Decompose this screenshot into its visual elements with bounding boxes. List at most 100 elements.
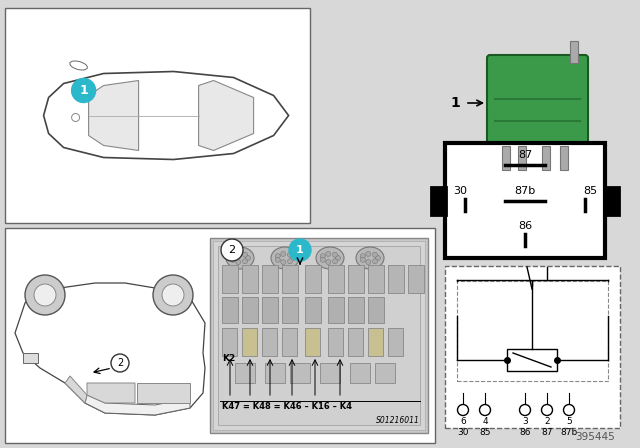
Bar [445,143,605,258]
Circle shape [360,254,365,258]
Bar [348,297,364,323]
Circle shape [153,275,193,315]
Bar [328,297,344,323]
Bar [290,363,310,383]
Bar [388,265,404,293]
Bar [320,363,340,383]
Circle shape [230,254,236,258]
Polygon shape [198,81,253,151]
Circle shape [541,405,552,415]
Text: 395445: 395445 [575,432,615,442]
Circle shape [372,252,378,257]
Bar [368,328,383,356]
Bar [368,265,384,293]
Text: 87: 87 [541,427,553,436]
Circle shape [25,275,65,315]
Text: 87b: 87b [561,427,578,436]
Text: 85: 85 [479,427,491,436]
Bar [507,349,557,371]
Polygon shape [15,283,205,415]
Bar [328,265,344,293]
Bar [262,265,278,293]
Circle shape [287,252,292,257]
Bar [502,146,510,170]
Bar [242,265,258,293]
Circle shape [372,259,378,264]
Polygon shape [85,395,190,415]
Text: 2: 2 [544,417,550,426]
Circle shape [376,255,381,260]
Circle shape [289,239,311,261]
Bar [604,187,619,215]
Ellipse shape [271,247,299,269]
Bar [282,328,297,356]
Polygon shape [87,383,135,403]
Text: 5: 5 [566,417,572,426]
Circle shape [333,252,337,257]
Circle shape [479,405,490,415]
Bar [262,328,277,356]
Circle shape [72,113,79,121]
Circle shape [243,252,248,257]
Bar [213,241,425,430]
Text: 1: 1 [450,96,460,110]
Circle shape [162,284,184,306]
Circle shape [365,251,371,256]
Polygon shape [44,72,289,159]
Text: 85: 85 [583,186,597,196]
Ellipse shape [356,247,384,269]
Circle shape [287,259,292,264]
Circle shape [221,239,243,261]
Circle shape [360,257,365,263]
Bar [570,41,578,63]
Bar [23,353,38,363]
Circle shape [243,259,248,264]
Text: 2: 2 [228,245,236,255]
Text: 87b: 87b [515,186,536,196]
Bar [375,363,395,383]
Circle shape [520,405,531,415]
Bar [368,297,384,323]
Circle shape [333,259,337,264]
Bar [408,265,424,293]
Circle shape [230,257,236,263]
Bar [242,328,257,356]
Bar [348,328,363,356]
Circle shape [275,254,280,258]
Bar [222,265,238,293]
Text: 87: 87 [518,150,532,160]
Text: 30: 30 [453,186,467,196]
Circle shape [458,405,468,415]
Bar [5,228,435,443]
Bar [518,146,526,170]
Polygon shape [65,376,87,403]
Bar [348,265,364,293]
Bar [222,297,238,323]
Circle shape [326,259,331,265]
Bar [242,297,258,323]
Circle shape [34,284,56,306]
Circle shape [281,259,285,265]
Text: 4: 4 [482,417,488,426]
Circle shape [335,255,340,260]
Text: 86: 86 [518,221,532,231]
Bar [222,328,237,356]
Ellipse shape [226,247,254,269]
Bar [5,8,310,223]
Circle shape [246,255,250,260]
Circle shape [275,257,280,263]
Circle shape [563,405,575,415]
Circle shape [320,254,325,258]
Bar [431,187,446,215]
Bar [282,297,298,323]
Text: 3: 3 [522,417,528,426]
Circle shape [236,259,241,265]
Circle shape [236,251,241,256]
Bar [265,363,285,383]
Bar [210,238,428,433]
Circle shape [291,255,296,260]
Bar [388,328,403,356]
Bar [235,363,255,383]
Ellipse shape [70,61,87,70]
FancyBboxPatch shape [487,55,588,151]
